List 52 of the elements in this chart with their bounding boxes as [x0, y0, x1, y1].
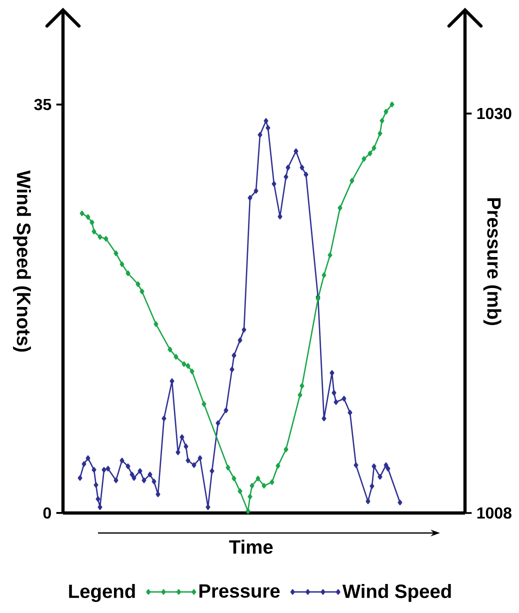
point [120, 261, 124, 268]
y-tick-label: 35 [34, 98, 52, 110]
point [270, 479, 274, 485]
point [300, 383, 304, 389]
point [98, 234, 102, 240]
point [350, 178, 354, 184]
point [284, 446, 288, 452]
x-axis-title: Time [229, 540, 273, 554]
point [384, 108, 388, 114]
point [154, 321, 158, 327]
y-tick-label: 0 [43, 507, 51, 519]
point [250, 482, 254, 489]
legend-label: Pressure [199, 584, 280, 598]
point [126, 270, 130, 276]
point [322, 272, 326, 278]
point [226, 464, 230, 470]
point [390, 102, 394, 108]
y2-axis-title: Pressure (mb) [483, 198, 502, 326]
point [248, 494, 252, 500]
point [232, 476, 236, 482]
point [104, 236, 108, 242]
point [362, 156, 366, 162]
point [174, 354, 178, 360]
point [372, 145, 376, 151]
point [256, 476, 260, 482]
point [168, 346, 172, 352]
point [262, 482, 266, 489]
point [182, 361, 186, 367]
y-axis-title: Wind Speed (Knots) [13, 170, 31, 352]
legend-title: Legend [69, 584, 135, 602]
point [380, 118, 384, 124]
y2-tick-label: 1030 [477, 108, 512, 120]
point [378, 130, 382, 136]
point [338, 205, 342, 211]
point [114, 250, 118, 256]
point [368, 150, 372, 156]
point [86, 214, 90, 220]
point [92, 228, 96, 234]
legend-label: Wind Speed [342, 584, 451, 602]
point [276, 462, 280, 469]
point [190, 368, 194, 374]
point [90, 220, 94, 226]
point [328, 252, 332, 258]
point [136, 281, 140, 287]
point [246, 508, 250, 514]
point [238, 488, 242, 494]
point [80, 210, 84, 216]
point [202, 401, 206, 407]
y2-tick-label: 1008 [477, 507, 512, 519]
point [186, 363, 190, 369]
point [140, 288, 144, 294]
point [298, 392, 302, 398]
